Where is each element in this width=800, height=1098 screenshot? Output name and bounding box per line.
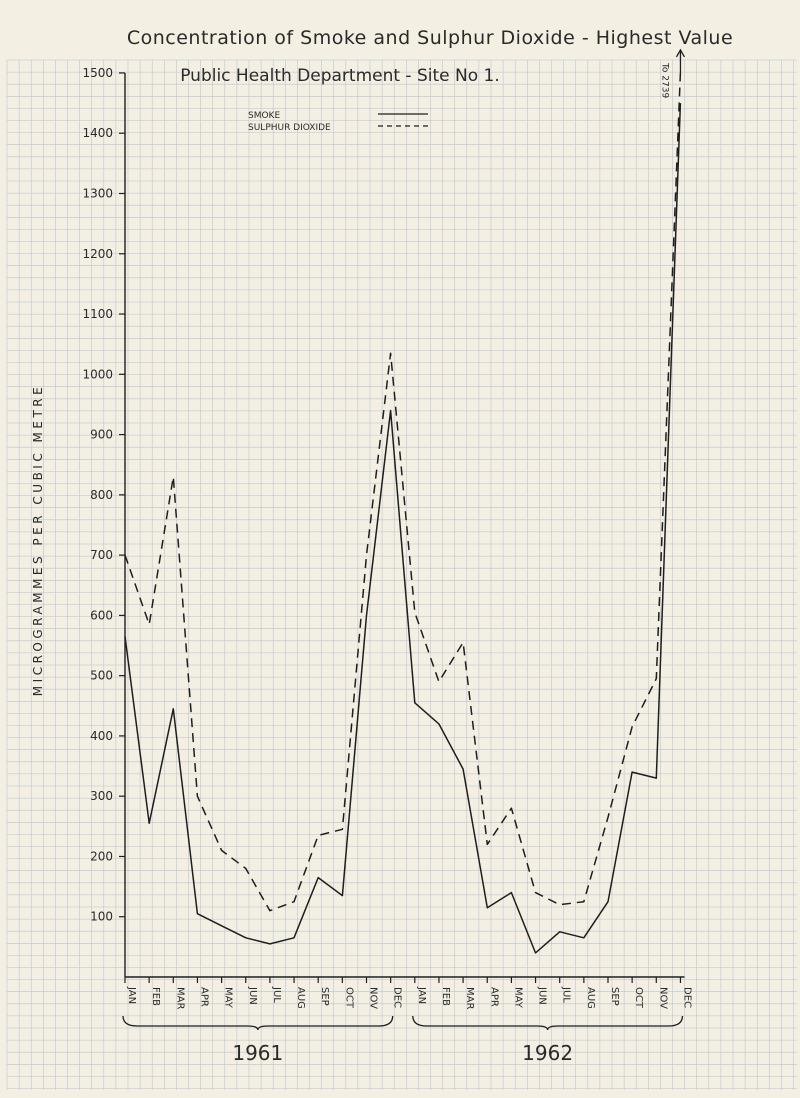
y-tick-label: 600 <box>90 608 113 622</box>
y-tick-label: 1400 <box>82 126 113 140</box>
year-brace <box>122 1015 394 1031</box>
year-label: 1962 <box>522 1041 573 1065</box>
legend-smoke-label: SMOKE <box>248 111 280 121</box>
x-tick-label: OCT <box>633 987 644 1009</box>
x-tick-label: MAY <box>223 987 234 1009</box>
axes <box>124 72 685 978</box>
x-tick-label: SEP <box>319 987 330 1006</box>
x-tick-label: AUG <box>585 987 596 1009</box>
year-brace <box>412 1015 684 1031</box>
y-ticks: 100 200 300 400 500 600 700 800 900 1000 1100 1200 1… <box>82 66 125 924</box>
y-tick-label: 500 <box>90 669 113 683</box>
annotations: To 2739 <box>659 48 686 99</box>
x-tick-label: NOV <box>657 987 668 1009</box>
y-tick-label: 400 <box>90 729 113 743</box>
x-tick-label: MAR <box>174 987 185 1009</box>
y-tick-label: 800 <box>90 488 113 502</box>
x-tick-label: MAR <box>464 987 475 1009</box>
x-tick-label: JUN <box>537 986 548 1005</box>
y-tick-label: 900 <box>90 428 113 442</box>
x-tick-label: JUN <box>247 986 258 1005</box>
x-tick-label: FEB <box>150 987 161 1006</box>
legend: SMOKE SULPHUR DIOXIDE <box>248 111 428 133</box>
y-tick-label: 1200 <box>82 247 113 261</box>
y-axis-label: MICROGRAMMES PER CUBIC METRE <box>31 384 45 696</box>
x-tick-label: JUL <box>561 986 572 1003</box>
x-tick-label: MAY <box>512 987 523 1009</box>
sulphur-dioxide-line <box>124 72 682 912</box>
legend-so2-label: SULPHUR DIOXIDE <box>248 123 331 133</box>
x-tick-label: DEC <box>392 987 403 1008</box>
smoke-line <box>124 103 682 954</box>
chart-title: Concentration of Smoke and Sulphur Dioxi… <box>127 27 733 49</box>
year-label: 1961 <box>232 1041 283 1065</box>
year-groups: 1961 1962 <box>122 1015 684 1065</box>
x-tick-label: JUL <box>271 986 282 1003</box>
x-tick-label: APR <box>198 987 209 1007</box>
grid <box>6 59 797 1090</box>
y-tick-label: 100 <box>90 910 113 924</box>
y-tick-label: 1000 <box>82 367 113 381</box>
chart-subtitle: Public Health Department - Site No 1. <box>180 66 500 86</box>
x-tick-label: FEB <box>440 987 451 1006</box>
y-tick-label: 1100 <box>82 307 113 321</box>
series-lines <box>124 72 682 954</box>
x-tick-label: SEP <box>609 987 620 1006</box>
x-tick-label: APR <box>488 987 499 1007</box>
y-tick-label: 1300 <box>82 186 113 200</box>
off-scale-arrow-head <box>675 48 686 58</box>
x-tick-label: DEC <box>681 987 692 1008</box>
y-tick-label: 1500 <box>82 66 113 80</box>
y-tick-label: 300 <box>90 789 113 803</box>
x-tick-label: NOV <box>368 987 379 1009</box>
y-tick-label: 700 <box>90 548 113 562</box>
y-tick-label: 200 <box>90 849 113 863</box>
off-scale-annotation: To 2739 <box>659 62 669 99</box>
x-tick-label: JAN <box>126 986 137 1004</box>
x-tick-label: AUG <box>295 987 306 1009</box>
x-tick-label: OCT <box>343 987 354 1009</box>
x-ticks: JAN FEB MAR APR MAY JUN JUL AUG SEP OCT NOV DEC JAN F… <box>124 977 692 1009</box>
x-tick-label: JAN <box>416 986 427 1004</box>
